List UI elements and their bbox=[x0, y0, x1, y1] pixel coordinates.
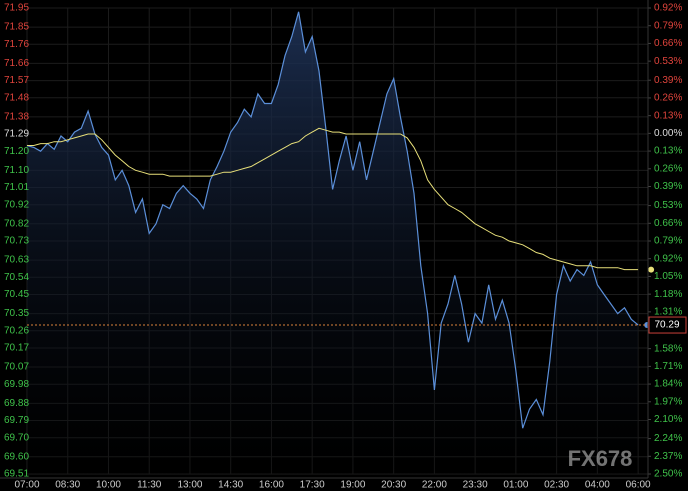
y-tick-label: 70.45 bbox=[4, 289, 29, 300]
y2-tick-label: 2.10% bbox=[654, 414, 682, 425]
y2-tick-label: 0.79% bbox=[654, 20, 682, 31]
x-tick-label: 20:30 bbox=[381, 480, 406, 491]
y2-tick-label: 0.66% bbox=[654, 218, 682, 229]
y-tick-label: 69.98 bbox=[4, 379, 29, 390]
y2-tick-label: 0.39% bbox=[654, 181, 682, 192]
last-price-box bbox=[648, 316, 687, 334]
y-tick-label: 71.85 bbox=[4, 22, 29, 33]
y-tick-label: 70.35 bbox=[4, 308, 29, 319]
x-tick-label: 14:30 bbox=[218, 480, 243, 491]
end-dot bbox=[648, 266, 655, 273]
x-tick-label: 19:00 bbox=[340, 480, 365, 491]
y2-tick-label: 0.53% bbox=[654, 56, 682, 67]
y-tick-label: 70.26 bbox=[4, 325, 29, 336]
last-price-label: 70.29 bbox=[654, 320, 679, 331]
x-tick-label: 02:30 bbox=[544, 480, 569, 491]
y-tick-label: 70.17 bbox=[4, 343, 29, 354]
y2-tick-label: 1.71% bbox=[654, 361, 682, 372]
y2-tick-label: 0.13% bbox=[654, 110, 682, 121]
x-tick-label: 23:30 bbox=[463, 480, 488, 491]
y2-tick-label: 2.24% bbox=[654, 433, 682, 444]
y2-tick-label: 2.37% bbox=[654, 451, 682, 462]
y-tick-label: 70.54 bbox=[4, 272, 29, 283]
plot bbox=[26, 11, 655, 475]
y-tick-label: 70.92 bbox=[4, 199, 29, 210]
x-tick-label: 17:30 bbox=[300, 480, 325, 491]
x-tick-label: 06:00 bbox=[626, 480, 651, 491]
y-tick-label: 69.60 bbox=[4, 451, 29, 462]
x-tick-label: 01:00 bbox=[503, 480, 528, 491]
y-tick-label: 71.76 bbox=[4, 39, 29, 50]
y-tick-label: 69.88 bbox=[4, 398, 29, 409]
y2-tick-label: 0.00% bbox=[654, 128, 682, 139]
y-tick-label: 71.38 bbox=[4, 112, 29, 123]
y2-tick-label: 0.13% bbox=[654, 146, 682, 157]
x-tick-label: 22:00 bbox=[422, 480, 447, 491]
y-tick-label: 70.63 bbox=[4, 255, 29, 266]
y2-tick-label: 1.84% bbox=[654, 379, 682, 390]
y-tick-label: 71.29 bbox=[4, 129, 29, 140]
y-tick-label: 71.48 bbox=[4, 92, 29, 103]
y2-tick-label: 0.79% bbox=[654, 236, 682, 247]
y-tick-label: 71.01 bbox=[4, 182, 29, 193]
y2-tick-label: 1.97% bbox=[654, 396, 682, 407]
y-tick-label: 71.20 bbox=[4, 146, 29, 157]
watermark: FX678 bbox=[568, 446, 633, 471]
y-tick-label: 71.66 bbox=[4, 58, 29, 69]
y2-tick-label: 1.05% bbox=[654, 271, 682, 282]
x-tick-label: 07:00 bbox=[14, 480, 39, 491]
y-tick-label: 71.57 bbox=[4, 75, 29, 86]
y2-tick-label: 0.92% bbox=[654, 3, 682, 14]
y-tick-label: 71.95 bbox=[4, 3, 29, 14]
x-tick-label: 13:00 bbox=[177, 480, 202, 491]
y2-tick-label: 0.39% bbox=[654, 75, 682, 86]
y-tick-label: 70.82 bbox=[4, 218, 29, 229]
area bbox=[27, 11, 639, 475]
y-tick-label: 69.51 bbox=[4, 469, 29, 480]
x-tick-label: 04:00 bbox=[585, 480, 610, 491]
y2-tick-label: 0.92% bbox=[654, 253, 682, 264]
y-tick-label: 70.07 bbox=[4, 362, 29, 373]
y2-tick-label: 0.26% bbox=[654, 93, 682, 104]
y2-tick-label: 0.53% bbox=[654, 200, 682, 211]
y2-tick-label: 2.50% bbox=[654, 469, 682, 480]
x-tick-label: 11:30 bbox=[137, 480, 162, 491]
x-tick-label: 16:00 bbox=[259, 480, 284, 491]
y-tick-label: 71.10 bbox=[4, 165, 29, 176]
y-tick-label: 70.73 bbox=[4, 236, 29, 247]
line bbox=[26, 11, 639, 429]
y2-tick-label: 1.18% bbox=[654, 289, 682, 300]
x-tick-label: 10:00 bbox=[96, 480, 121, 491]
y2-tick-label: 0.26% bbox=[654, 163, 682, 174]
y-tick-label: 69.70 bbox=[4, 432, 29, 443]
y2-tick-label: 1.58% bbox=[654, 343, 682, 354]
y2-tick-label: 1.31% bbox=[654, 306, 682, 317]
y-tick-label: 69.79 bbox=[4, 415, 29, 426]
x-tick-label: 08:30 bbox=[55, 480, 80, 491]
y2-tick-label: 0.66% bbox=[654, 38, 682, 49]
line bbox=[27, 127, 639, 271]
